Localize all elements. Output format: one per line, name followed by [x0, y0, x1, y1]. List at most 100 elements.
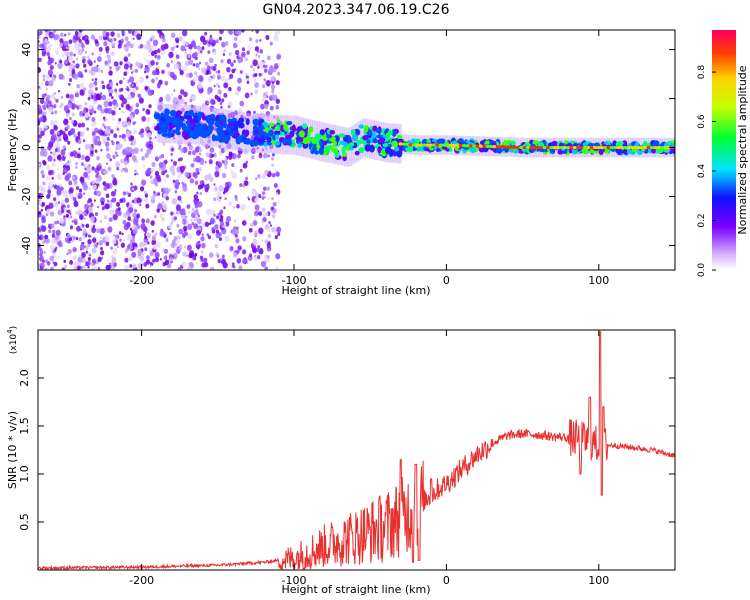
spectrogram-ridge-dot — [274, 129, 281, 136]
spectrogram-noise-dot — [127, 30, 133, 34]
spectrogram-noise-dot — [83, 171, 89, 178]
spectrogram-peak-dot — [609, 145, 615, 150]
spectrogram-peak-dot — [656, 145, 662, 150]
spectrogram-ridge-dot — [329, 129, 336, 135]
spectrogram-noise-dot — [201, 67, 207, 74]
spectrogram-noise-dot — [192, 63, 196, 67]
spectrogram-ridge-dot — [652, 140, 660, 148]
spectrogram-noise-dot — [49, 65, 54, 70]
spectrogram-noise-dot — [57, 201, 61, 204]
spectrogram-y-tick-label: 20 — [20, 92, 33, 106]
spectrogram-noise-dot — [97, 129, 102, 135]
spectrogram-noise-dot — [75, 186, 80, 191]
spectrogram-noise-dot — [197, 66, 201, 71]
spectrogram-noise-dot — [123, 137, 127, 142]
spectrogram-noise-dot — [241, 249, 247, 255]
spectrogram-noise-dot — [183, 91, 188, 98]
spectrogram-noise-dot — [102, 123, 105, 127]
spectrogram-noise-dot — [65, 213, 69, 218]
spectrogram-noise-dot — [265, 111, 271, 117]
spectrogram-noise-dot — [55, 142, 60, 149]
spectrogram-noise-dot — [133, 147, 139, 154]
spectrogram-ridge-dot — [376, 134, 383, 139]
spectrogram-noise-dot — [218, 85, 221, 88]
spectrogram-noise-dot — [266, 242, 271, 249]
spectrogram-noise-dot — [100, 85, 103, 88]
spectrogram-peak-dot — [525, 145, 531, 150]
spectrogram-noise-dot — [136, 197, 142, 204]
spectrogram-marks — [38, 30, 675, 270]
spectrogram-noise-dot — [76, 84, 81, 89]
spectrogram-noise-dot — [187, 223, 193, 231]
spectrogram-noise-dot — [115, 91, 118, 95]
spectrogram-noise-dot — [188, 261, 193, 267]
spectrogram-noise-dot — [214, 165, 220, 171]
spectrogram-noise-dot — [140, 133, 144, 138]
spectrogram-peak-dot — [613, 145, 618, 150]
spectrogram-noise-dot — [201, 222, 206, 228]
spectrogram-noise-dot — [201, 233, 204, 236]
spectrogram-noise-dot — [242, 184, 245, 188]
svg-text:(x104): (x104) — [6, 326, 19, 354]
spectrogram-noise-dot — [100, 246, 103, 251]
spectrogram-noise-dot — [94, 127, 99, 134]
spectrogram-noise-dot — [222, 71, 225, 75]
spectrogram-peak-dot — [442, 143, 447, 147]
spectrogram-noise-dot — [51, 239, 56, 245]
spectrogram-noise-dot — [53, 201, 59, 208]
spectrogram-peak-dot — [643, 145, 648, 150]
spectrogram-peak-dot — [562, 145, 568, 150]
spectrogram-noise-dot — [190, 163, 195, 168]
spectrogram-noise-dot — [249, 253, 252, 258]
spectrogram-ridge-dot — [258, 138, 265, 144]
spectrogram-noise-dot — [185, 72, 190, 78]
spectrogram-noise-dot — [179, 165, 185, 173]
spectrogram-noise-dot — [170, 211, 174, 216]
spectrogram-noise-dot — [38, 120, 41, 126]
spectrogram-noise-dot — [84, 155, 91, 163]
spectrogram-y-tick-label: 0 — [20, 144, 33, 151]
spectrogram-peak-dot — [401, 142, 407, 146]
spectrogram-noise-dot — [132, 187, 135, 191]
spectrogram-noise-dot — [246, 50, 250, 55]
spectrogram-noise-dot — [71, 103, 76, 109]
spectrogram-ridge-dot — [598, 148, 604, 155]
spectrogram-noise-dot — [83, 63, 87, 68]
spectrogram-noise-dot — [39, 86, 43, 91]
spectrogram-noise-dot — [178, 243, 183, 249]
spectrogram-noise-dot — [69, 52, 73, 56]
spectrogram-peak-dot — [468, 144, 474, 148]
spectrogram-noise-dot — [275, 253, 281, 260]
spectrogram-noise-dot — [129, 264, 133, 268]
spectrogram-noise-dot — [230, 62, 234, 67]
spectrogram-noise-dot — [72, 196, 77, 202]
spectrogram-noise-dot — [201, 242, 206, 249]
spectrogram-noise-dot — [271, 214, 276, 219]
spectrogram-noise-dot — [262, 216, 267, 223]
spectrogram-noise-dot — [77, 71, 83, 78]
spectrogram-noise-dot — [271, 172, 276, 178]
snr-y-tick-label: 1.5 — [18, 417, 31, 435]
spectrogram-noise-dot — [190, 81, 195, 87]
spectrogram-noise-dot — [119, 198, 123, 204]
spectrogram-noise-dot — [127, 216, 131, 221]
spectrogram-noise-dot — [265, 146, 268, 150]
spectrogram-noise-dot — [125, 86, 128, 89]
spectrogram-noise-dot — [102, 116, 106, 120]
spectrogram-halo — [239, 111, 243, 151]
spectrogram-noise-dot — [79, 89, 85, 96]
spectrogram-noise-dot — [190, 218, 193, 222]
spectrogram-noise-dot — [108, 92, 113, 97]
spectrogram-noise-dot — [265, 80, 268, 84]
spectrogram-noise-dot — [276, 226, 282, 233]
spectrogram-noise-dot — [219, 196, 222, 200]
spectrogram-noise-dot — [91, 52, 94, 56]
spectrogram-noise-dot — [221, 41, 226, 48]
spectrogram-noise-dot — [224, 147, 229, 153]
spectrogram-noise-dot — [276, 30, 281, 35]
spectrogram-noise-dot — [175, 204, 181, 212]
spectrogram-noise-dot — [168, 51, 174, 59]
spectrogram-noise-dot — [263, 152, 268, 159]
spectrogram-noise-dot — [135, 81, 138, 85]
spectrogram-noise-dot — [256, 255, 261, 260]
